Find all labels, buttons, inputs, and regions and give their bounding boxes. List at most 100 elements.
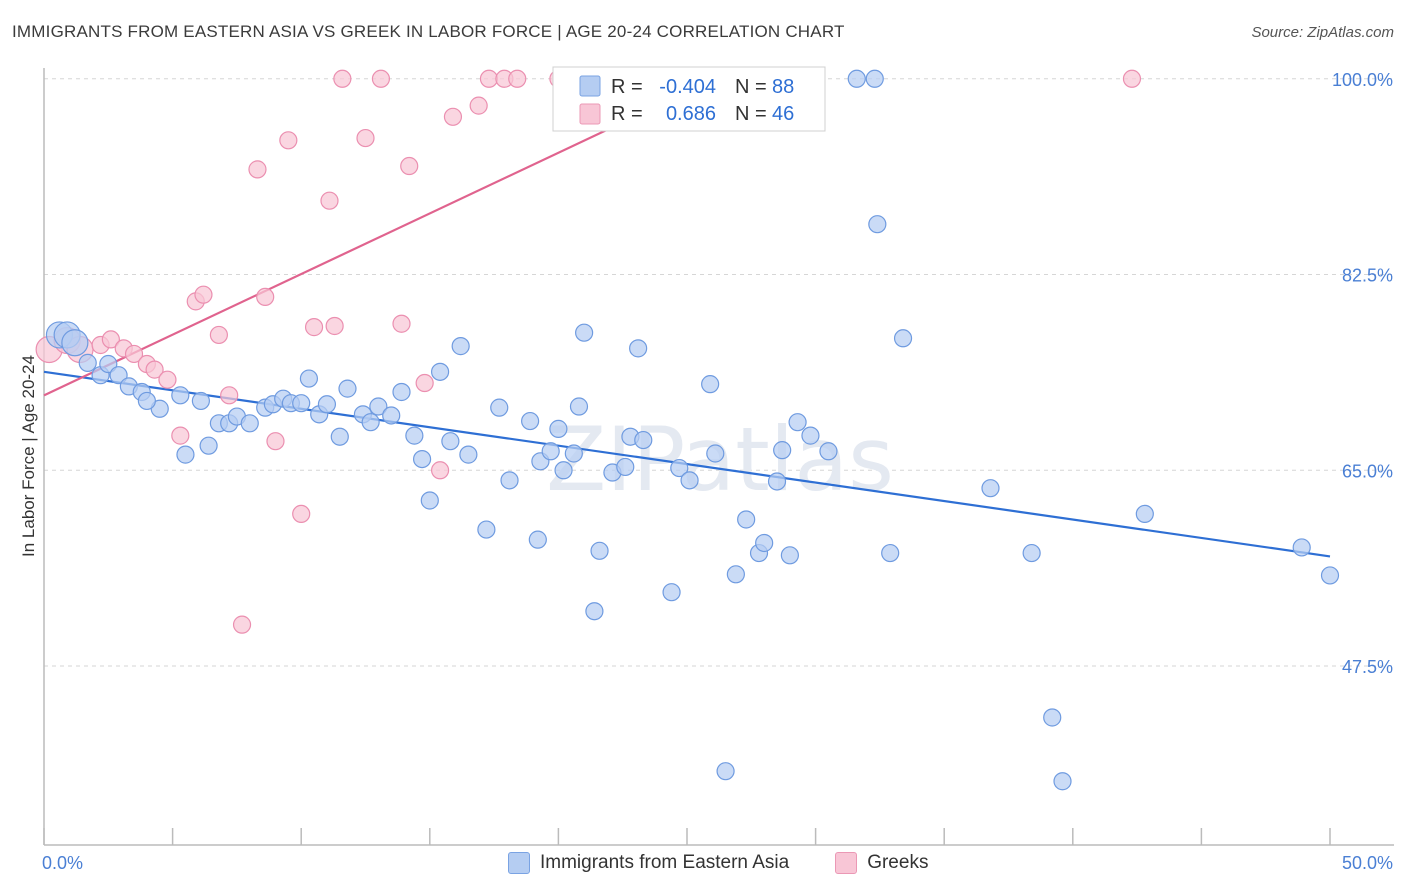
y-tick-label-2: 82.5% bbox=[1342, 266, 1393, 286]
eastern-asia-point-45 bbox=[528, 530, 547, 549]
chart-title: IMMIGRANTS FROM EASTERN ASIA VS GREEK IN… bbox=[12, 22, 845, 41]
eastern-asia-point-31 bbox=[369, 397, 388, 416]
stats-swatch-blue bbox=[579, 75, 601, 97]
greeks-point-29 bbox=[415, 373, 434, 393]
greeks-point-35 bbox=[508, 69, 527, 88]
greeks-point-24 bbox=[333, 69, 352, 88]
grid-lines bbox=[44, 78, 1394, 667]
eastern-asia-point-34 bbox=[405, 426, 424, 445]
eastern-asia-point-87 bbox=[554, 461, 573, 480]
eastern-asia-point-53 bbox=[590, 541, 609, 560]
stats-n-value-1: 88 bbox=[772, 76, 794, 98]
eastern-asia-point-38 bbox=[441, 432, 460, 451]
eastern-asia-point-14 bbox=[199, 436, 218, 455]
stats-legend-box: R = -0.404 N = 88 R = 0.686 N = 46 bbox=[552, 66, 826, 132]
y-tick-label-1: 65.0% bbox=[1342, 461, 1393, 481]
eastern-asia-point-2 bbox=[61, 329, 89, 357]
eastern-asia-point-84 bbox=[1320, 566, 1340, 585]
stats-r-label-2: R = bbox=[611, 103, 643, 125]
eastern-asia-point-79 bbox=[1022, 543, 1041, 563]
greeks-point-10 bbox=[171, 426, 190, 445]
eastern-asia-point-5 bbox=[99, 354, 118, 374]
greeks-point-9 bbox=[158, 370, 177, 389]
eastern-asia-point-12 bbox=[176, 445, 195, 464]
greeks-point-28 bbox=[400, 156, 419, 176]
greeks-point-8 bbox=[145, 360, 164, 379]
eastern-asia-point-52 bbox=[585, 602, 604, 621]
greeks-point-12 bbox=[194, 285, 213, 304]
eastern-asia-point-58 bbox=[634, 430, 653, 450]
stats-r-label-1: R = bbox=[611, 76, 643, 98]
eastern-asia-point-86 bbox=[716, 762, 735, 781]
greeks-point-22 bbox=[320, 191, 339, 210]
eastern-asia-point-44 bbox=[521, 411, 540, 431]
eastern-asia-point-69 bbox=[780, 546, 799, 565]
eastern-asia-point-51 bbox=[575, 323, 594, 342]
greeks-point-21 bbox=[304, 318, 324, 337]
greeks-point-31 bbox=[443, 107, 463, 126]
eastern-asia-point-41 bbox=[477, 520, 496, 539]
eastern-asia-point-33 bbox=[392, 382, 411, 402]
y-axis-title: In Labor Force | Age 20-24 bbox=[19, 355, 38, 557]
greeks-point-13 bbox=[209, 325, 228, 345]
greeks-point-15 bbox=[232, 615, 252, 634]
greeks-point-18 bbox=[266, 432, 285, 451]
eastern-asia-point-48 bbox=[549, 419, 568, 438]
eastern-asia-point-73 bbox=[847, 69, 866, 88]
eastern-asia-point-57 bbox=[629, 339, 648, 358]
greeks-point-19 bbox=[279, 131, 298, 150]
stats-n-label-2: N = bbox=[735, 103, 767, 125]
eastern-asia-point-64 bbox=[726, 565, 745, 584]
tick-labels: 47.5% 65.0% 82.5% 100.0% 0.0% 50.0% bbox=[42, 70, 1393, 873]
eastern-asia-point-40 bbox=[459, 445, 478, 464]
eastern-asia-point-81 bbox=[1053, 772, 1072, 791]
eastern-asia-point-85 bbox=[767, 472, 787, 491]
greeks-point-23 bbox=[325, 316, 344, 336]
eastern-asia-point-49 bbox=[564, 444, 583, 463]
legend-label-eastern-asia: Immigrants from Eastern Asia bbox=[540, 852, 790, 873]
greeks-point-17 bbox=[256, 287, 275, 306]
stats-r-value-2: 0.686 bbox=[666, 103, 716, 125]
greeks-point-16 bbox=[248, 160, 267, 179]
eastern-asia-point-11 bbox=[171, 386, 190, 405]
eastern-asia-point-75 bbox=[868, 215, 887, 234]
stats-r-value-1: -0.404 bbox=[659, 76, 716, 98]
greeks-point-33 bbox=[479, 69, 499, 88]
eastern-asia-point-28 bbox=[338, 379, 357, 398]
x-tick-label-1: 50.0% bbox=[1342, 853, 1393, 873]
x-tick-label-0: 0.0% bbox=[42, 853, 83, 873]
greeks-point-30 bbox=[430, 461, 450, 480]
eastern-asia-point-27 bbox=[330, 427, 349, 446]
eastern-asia-point-59 bbox=[662, 583, 681, 602]
eastern-asia-point-63 bbox=[706, 444, 725, 463]
greeks-point-26 bbox=[371, 69, 391, 88]
eastern-asia-point-67 bbox=[755, 533, 774, 553]
eastern-asia-point-61 bbox=[680, 471, 699, 490]
eastern-asia-point-71 bbox=[801, 426, 820, 445]
eastern-asia-point-24 bbox=[299, 369, 319, 388]
legend-label-greeks: Greeks bbox=[867, 852, 929, 873]
eastern-asia-point-13 bbox=[191, 391, 210, 411]
eastern-asia-point-78 bbox=[981, 479, 1000, 498]
stats-swatch-pink bbox=[579, 103, 601, 125]
stats-n-value-2: 46 bbox=[772, 103, 794, 125]
greeks-point-4 bbox=[101, 330, 120, 349]
eastern-asia-point-83 bbox=[1292, 538, 1311, 557]
greeks-point-25 bbox=[356, 128, 375, 148]
eastern-asia-point-36 bbox=[420, 491, 439, 510]
eastern-asia-point-47 bbox=[541, 442, 560, 461]
series-legend: Immigrants from Eastern Asia Greeks bbox=[508, 852, 928, 874]
legend-swatch-greeks bbox=[835, 852, 858, 874]
eastern-asia-point-70 bbox=[788, 413, 807, 432]
eastern-asia-point-62 bbox=[701, 375, 720, 394]
axes bbox=[43, 68, 1394, 846]
eastern-asia-point-74 bbox=[865, 69, 884, 88]
greeks-point-27 bbox=[392, 314, 411, 333]
y-tick-label-3: 100.0% bbox=[1332, 70, 1393, 90]
source-label: Source: ZipAtlas.com bbox=[1251, 24, 1394, 41]
y-tick-label-0: 47.5% bbox=[1342, 657, 1393, 677]
eastern-asia-point-6 bbox=[109, 366, 128, 385]
eastern-asia-point-30 bbox=[361, 413, 380, 432]
eastern-asia-point-18 bbox=[240, 414, 259, 433]
